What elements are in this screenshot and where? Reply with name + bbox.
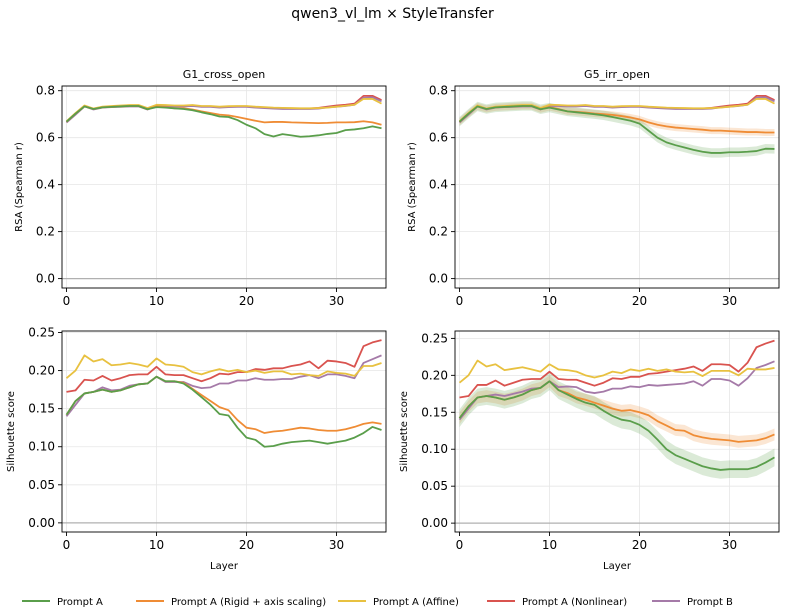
x-tick-label: 20	[239, 538, 254, 552]
y-tick-label: 0.15	[421, 405, 448, 419]
y-tick-label: 0.0	[36, 272, 55, 286]
legend-item: Prompt B	[652, 597, 733, 608]
chart-panel-3: 0 10 20 30 0.00 0.05 0.10 0.15 0.20 0.25 Layer Silh…	[6, 326, 387, 572]
panel-title: G1_cross_open	[183, 68, 266, 81]
legend: Prompt A Prompt A (Rigid + axis scaling) P…	[22, 597, 733, 608]
y-axis-label: Silhouette score	[399, 391, 410, 472]
series-line	[65, 375, 382, 434]
x-axis-label: Layer	[210, 561, 239, 572]
y-tick-label: 0.8	[36, 84, 55, 98]
legend-item: Prompt A (Rigid + axis scaling)	[136, 597, 326, 608]
x-tick-label: 30	[722, 538, 737, 552]
legend-label: Prompt A (Rigid + axis scaling)	[171, 597, 326, 608]
y-tick-label: 0.8	[429, 84, 448, 98]
x-tick-label: 20	[632, 294, 647, 308]
y-tick-label: 0.20	[421, 368, 448, 382]
x-tick-label: 30	[329, 538, 344, 552]
chart-panel-2: 0 10 20 30 0.0 0.2 0.4 0.6 0.8 G5_irr_open RSA (Sp…	[407, 68, 780, 308]
series-line	[458, 380, 775, 471]
chart-panels: 0 10 20 30 0.0 0.2 0.4 0.6 0.8 G1_cross_open RSA (…	[6, 68, 780, 572]
y-tick-label: 0.10	[28, 440, 55, 454]
x-tick-label: 20	[632, 538, 647, 552]
x-tick-label: 30	[722, 294, 737, 308]
y-tick-label: 0.05	[421, 479, 448, 493]
x-tick-label: 0	[456, 538, 464, 552]
series-line	[65, 105, 382, 138]
y-axis-label: Silhouette score	[6, 391, 17, 472]
x-axis-label: Layer	[603, 561, 632, 572]
legend-label: Prompt A (Affine)	[373, 597, 459, 608]
y-tick-label: 0.05	[28, 478, 55, 492]
series-line	[65, 105, 382, 126]
legend-item: Prompt A (Affine)	[338, 597, 459, 608]
legend-label: Prompt B	[687, 597, 733, 608]
series-line	[65, 98, 382, 122]
series-band	[459, 375, 775, 448]
y-tick-label: 0.15	[28, 402, 55, 416]
y-tick-label: 0.25	[421, 331, 448, 345]
y-tick-label: 0.25	[28, 326, 55, 340]
legend-item: Prompt A (Nonlinear)	[487, 597, 627, 608]
axes-frame	[454, 85, 780, 289]
axes-frame	[454, 330, 780, 533]
series-line	[65, 96, 382, 124]
y-tick-label: 0.2	[429, 225, 448, 239]
y-tick-label: 0.10	[421, 442, 448, 456]
y-tick-label: 0.00	[28, 516, 55, 530]
x-tick-label: 30	[329, 294, 344, 308]
x-tick-label: 20	[239, 294, 254, 308]
chart-panel-1: 0 10 20 30 0.0 0.2 0.4 0.6 0.8 G1_cross_open RSA (…	[14, 68, 387, 308]
panel-title: G5_irr_open	[584, 68, 650, 81]
plot-area	[65, 94, 382, 138]
y-tick-label: 0.2	[36, 225, 55, 239]
y-tick-label: 0.20	[28, 364, 55, 378]
x-tick-label: 10	[542, 538, 557, 552]
y-tick-label: 0.0	[429, 272, 448, 286]
y-axis-label: RSA (Spearman r)	[407, 142, 418, 232]
figure-title: qwen3_vl_lm × StyleTransfer	[291, 6, 494, 22]
series-band	[459, 372, 775, 479]
x-tick-label: 10	[149, 294, 164, 308]
axes-frame	[61, 330, 387, 533]
series-band	[459, 102, 775, 137]
plot-area	[65, 339, 382, 448]
series-line	[458, 360, 775, 421]
x-tick-label: 0	[63, 538, 71, 552]
series-line	[66, 339, 382, 393]
legend-item: Prompt A	[22, 597, 103, 608]
series-line	[458, 98, 775, 122]
y-tick-label: 0.00	[421, 516, 448, 530]
series-line	[458, 359, 775, 384]
x-tick-label: 10	[542, 294, 557, 308]
x-tick-label: 0	[63, 294, 71, 308]
legend-label: Prompt A (Nonlinear)	[522, 597, 627, 608]
plot-area	[458, 339, 775, 479]
legend-label: Prompt A	[57, 597, 103, 608]
series-line	[65, 94, 382, 124]
plot-area	[458, 94, 775, 158]
series-line	[65, 354, 382, 379]
series-line	[65, 375, 382, 448]
y-tick-label: 0.6	[36, 131, 55, 145]
y-tick-label: 0.4	[36, 178, 55, 192]
series-line	[458, 105, 775, 154]
y-tick-label: 0.4	[429, 178, 448, 192]
x-tick-label: 10	[149, 538, 164, 552]
y-axis-label: RSA (Spearman r)	[14, 142, 25, 232]
series-line	[459, 339, 775, 399]
x-tick-label: 0	[456, 294, 464, 308]
chart-panel-4: 0 10 20 30 0.00 0.05 0.10 0.15 0.20 0.25 Layer Silh…	[399, 330, 780, 572]
axes-frame	[61, 85, 387, 289]
y-tick-label: 0.6	[429, 131, 448, 145]
